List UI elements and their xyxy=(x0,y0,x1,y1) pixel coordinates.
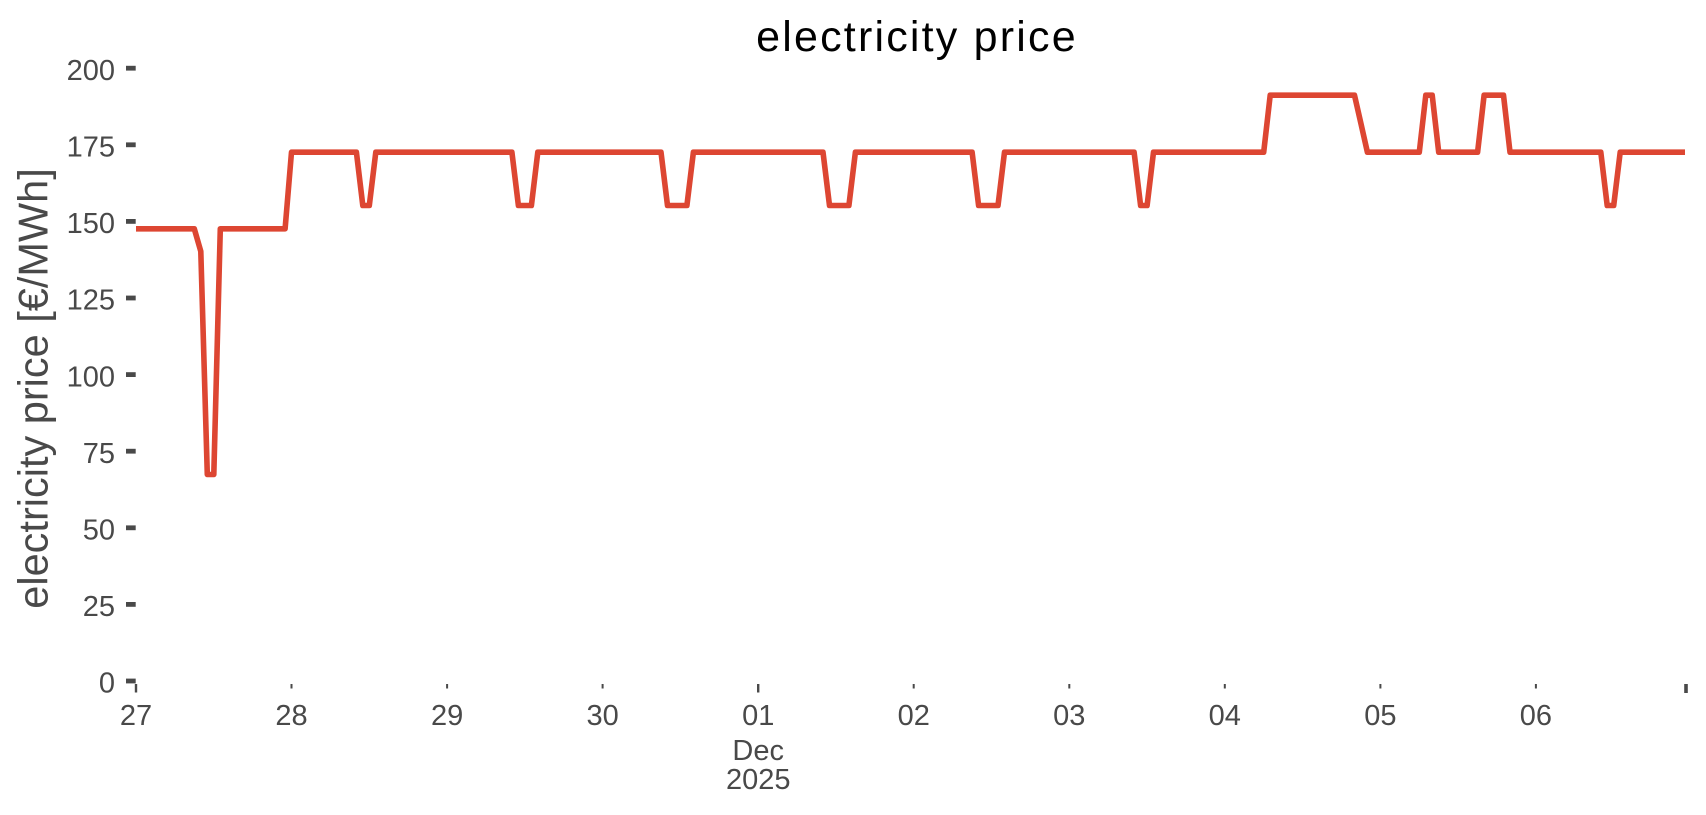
svg-text:100: 100 xyxy=(67,361,115,393)
svg-text:200: 200 xyxy=(67,55,115,87)
svg-text:03: 03 xyxy=(1053,700,1085,732)
svg-text:Dec: Dec xyxy=(732,735,784,767)
svg-text:electricity price: electricity price xyxy=(756,13,1078,61)
svg-text:02: 02 xyxy=(898,700,930,732)
svg-text:150: 150 xyxy=(67,208,115,240)
svg-text:75: 75 xyxy=(83,438,115,470)
svg-text:0: 0 xyxy=(99,668,115,700)
svg-text:25: 25 xyxy=(83,591,115,623)
svg-text:electricity price [€/MWh]: electricity price [€/MWh] xyxy=(10,168,57,608)
svg-text:28: 28 xyxy=(275,700,307,732)
svg-text:29: 29 xyxy=(431,700,463,732)
svg-text:50: 50 xyxy=(83,515,115,547)
svg-text:125: 125 xyxy=(67,285,115,317)
svg-text:27: 27 xyxy=(120,700,152,732)
svg-text:04: 04 xyxy=(1209,700,1241,732)
svg-text:06: 06 xyxy=(1520,700,1552,732)
svg-text:30: 30 xyxy=(586,700,618,732)
svg-text:05: 05 xyxy=(1364,700,1396,732)
svg-text:175: 175 xyxy=(67,132,115,164)
svg-text:2025: 2025 xyxy=(726,764,791,796)
svg-text:01: 01 xyxy=(742,700,774,732)
